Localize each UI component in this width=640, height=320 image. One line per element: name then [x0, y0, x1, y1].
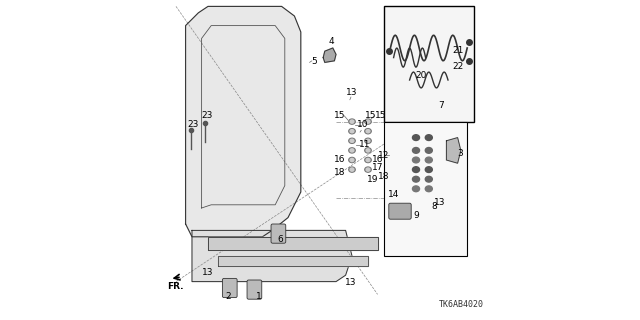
Ellipse shape [426, 148, 433, 153]
Ellipse shape [366, 158, 370, 162]
Ellipse shape [349, 148, 355, 153]
Text: 4: 4 [328, 37, 333, 46]
Ellipse shape [366, 130, 370, 133]
Ellipse shape [365, 167, 371, 172]
Ellipse shape [349, 157, 355, 163]
Ellipse shape [426, 167, 433, 172]
Ellipse shape [426, 135, 433, 140]
Text: 13: 13 [435, 198, 445, 207]
Text: 15: 15 [334, 111, 346, 120]
Ellipse shape [350, 158, 354, 162]
Polygon shape [208, 237, 378, 250]
Text: 3: 3 [458, 149, 463, 158]
Text: 19: 19 [367, 175, 378, 184]
Text: 20: 20 [415, 71, 426, 80]
Text: 12: 12 [378, 151, 390, 160]
Ellipse shape [366, 168, 370, 171]
Text: TK6AB4020: TK6AB4020 [438, 300, 483, 309]
Ellipse shape [426, 176, 433, 182]
Text: 7: 7 [438, 101, 444, 110]
Text: 22: 22 [452, 62, 464, 71]
Polygon shape [186, 6, 301, 237]
Ellipse shape [349, 138, 355, 143]
Ellipse shape [365, 148, 371, 153]
FancyBboxPatch shape [271, 224, 285, 243]
Text: 6: 6 [277, 236, 283, 244]
Ellipse shape [350, 168, 354, 171]
Polygon shape [447, 138, 461, 163]
Text: 15: 15 [375, 111, 387, 120]
Ellipse shape [350, 120, 354, 123]
Polygon shape [192, 230, 352, 282]
Ellipse shape [349, 167, 355, 172]
Text: 18: 18 [378, 172, 390, 181]
Text: 17: 17 [372, 163, 383, 172]
Ellipse shape [349, 129, 355, 134]
FancyBboxPatch shape [247, 280, 262, 299]
Text: 13: 13 [202, 268, 213, 277]
Text: 5: 5 [312, 57, 317, 66]
Ellipse shape [350, 139, 354, 142]
Text: 23: 23 [187, 120, 198, 129]
Ellipse shape [350, 149, 354, 152]
Text: 11: 11 [359, 140, 371, 149]
Text: 18: 18 [334, 168, 346, 177]
Ellipse shape [350, 130, 354, 133]
Bar [384, 122, 467, 256]
FancyBboxPatch shape [223, 278, 237, 298]
Text: 13: 13 [346, 88, 358, 97]
Text: FR.: FR. [167, 282, 184, 291]
Ellipse shape [365, 119, 371, 124]
Text: 15: 15 [365, 111, 376, 120]
Bar [384, 6, 474, 122]
Ellipse shape [426, 157, 433, 163]
Text: 14: 14 [388, 190, 399, 199]
Text: 1: 1 [256, 292, 261, 301]
Text: 16: 16 [372, 155, 383, 164]
Ellipse shape [365, 157, 371, 163]
Ellipse shape [365, 129, 371, 134]
Ellipse shape [413, 176, 420, 182]
Text: 13: 13 [345, 278, 356, 287]
Ellipse shape [349, 119, 355, 124]
Ellipse shape [413, 186, 420, 192]
Ellipse shape [426, 186, 433, 192]
Text: 2: 2 [226, 292, 231, 301]
Text: 9: 9 [414, 211, 419, 220]
Text: 21: 21 [452, 46, 464, 55]
Text: 16: 16 [334, 155, 346, 164]
Ellipse shape [413, 148, 420, 153]
Ellipse shape [366, 149, 370, 152]
Text: 10: 10 [357, 120, 369, 129]
Ellipse shape [365, 138, 371, 143]
Ellipse shape [413, 135, 420, 140]
Ellipse shape [366, 120, 370, 123]
Ellipse shape [413, 157, 420, 163]
Text: 23: 23 [202, 111, 213, 120]
Ellipse shape [413, 167, 420, 172]
Polygon shape [218, 256, 368, 266]
Ellipse shape [366, 139, 370, 142]
Polygon shape [323, 48, 336, 62]
Text: 8: 8 [432, 202, 437, 211]
FancyBboxPatch shape [388, 203, 412, 219]
